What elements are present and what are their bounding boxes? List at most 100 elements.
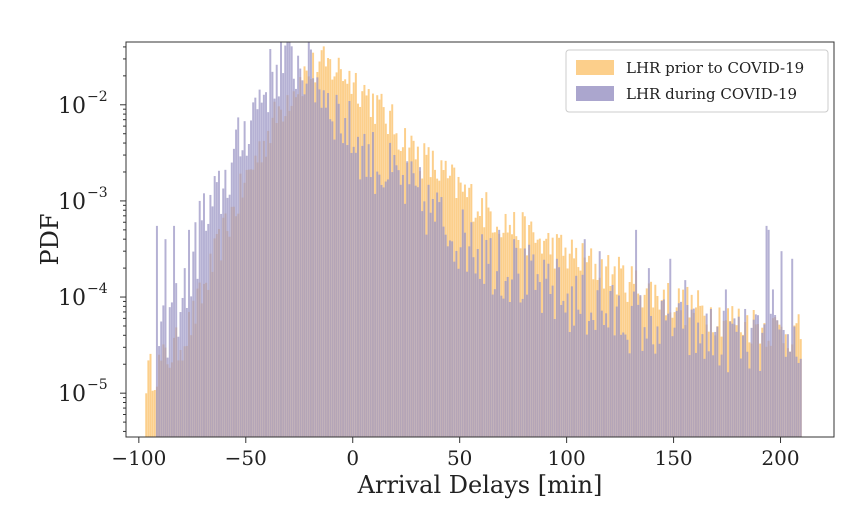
histogram-bar [656,326,659,437]
histogram-bar [286,42,289,437]
histogram-bar [245,155,248,438]
histogram-bar [598,251,601,437]
histogram-bar [679,301,682,437]
histogram-bar [237,117,240,438]
histogram-bar [175,283,178,437]
histogram-bar [350,152,353,437]
histogram-bar [688,355,691,437]
histogram-bar [583,239,586,437]
histogram-bar [376,171,379,437]
histogram-bar [365,176,368,437]
histogram-bar [305,83,308,437]
histogram-bar [215,182,218,437]
histogram-bar [166,357,169,437]
histogram-bar [220,213,223,437]
histogram-bar [342,143,345,437]
histogram-bar [701,334,704,437]
histogram-bar [761,332,764,437]
histogram-bar [675,310,678,437]
histogram-bar [573,325,576,437]
histogram-bar [419,167,422,437]
histogram-bar [759,370,762,437]
histogram-bar [594,329,597,437]
histogram-bar [562,300,565,437]
histogram-bar [767,229,770,437]
series-during-bars [155,42,802,438]
histogram-bar [776,320,779,437]
histogram-bar [517,273,520,437]
legend-box [565,49,829,113]
histogram-bar [361,145,364,437]
histogram-bar [391,172,394,437]
histogram-bar [288,42,291,437]
histogram-bar [530,260,533,437]
histogram-bar [438,202,441,437]
histogram-bar [511,279,513,437]
histogram-bar [412,173,415,437]
y-axis: 10−510−410−310−2 [58,46,126,432]
histogram-bar [748,368,751,437]
histogram-bar [641,350,644,437]
histogram-bar [474,273,477,437]
histogram-bar [731,323,734,437]
histogram-bar [192,251,195,437]
histogram-bar [472,257,475,437]
histogram-bar [673,327,676,437]
histogram-bar [705,313,708,437]
histogram-bar [371,132,374,437]
x-axis: −100 −50 0 50 100 150 200 [111,437,800,470]
histogram-bar [626,339,629,437]
histogram-bar [662,299,665,437]
histogram-bar [205,230,208,437]
x-tick-label: 0 [346,446,359,470]
histogram-bar [737,316,740,437]
histogram-bar [241,150,244,438]
histogram-bar [269,49,272,438]
histogram-bar [639,295,642,437]
histogram-bar [791,258,794,437]
histogram-bar [455,250,458,437]
y-tick-exponent: −4 [87,281,108,297]
histogram-bar [280,42,282,437]
histogram-bar [243,121,246,438]
histogram-bar [401,174,404,438]
histogram-bar [213,176,216,438]
histogram-bar [294,88,297,438]
histogram-bar [769,313,772,437]
histogram-bar [434,221,436,437]
histogram-bar [380,184,383,437]
histogram-bar [444,234,447,437]
histogram-bar [476,249,479,437]
histogram-bar [744,308,747,437]
histogram-bar [151,390,154,437]
histogram-bar [525,294,528,437]
histogram-bar [389,142,392,437]
histogram-bar [185,307,188,437]
histogram-bar [714,331,717,437]
histogram-bar [742,335,744,437]
histogram-bar [799,358,802,437]
histogram-bar [502,298,505,437]
histogram-bar [575,275,578,437]
histogram-bar [468,246,471,437]
x-tick-label: 50 [447,446,472,470]
histogram-bar [168,307,171,437]
histogram-bar [763,324,766,437]
histogram-bar [425,234,428,437]
histogram-bar [774,315,777,437]
histogram-bar [778,329,781,437]
histogram-bar [155,225,158,437]
histogram-bar [694,352,697,437]
histogram-bar [771,289,774,437]
histogram-bar [538,282,541,437]
histogram-bar [528,244,531,437]
histogram-bar [617,295,620,437]
histogram-bar [277,96,280,437]
histogram-bar [645,338,648,437]
histogram-bar [545,278,548,437]
histogram-bar [750,327,753,437]
histogram-bar [585,334,588,437]
histogram-bar [459,247,462,437]
histogram-bar [399,184,402,437]
histogram-bar [145,393,148,437]
